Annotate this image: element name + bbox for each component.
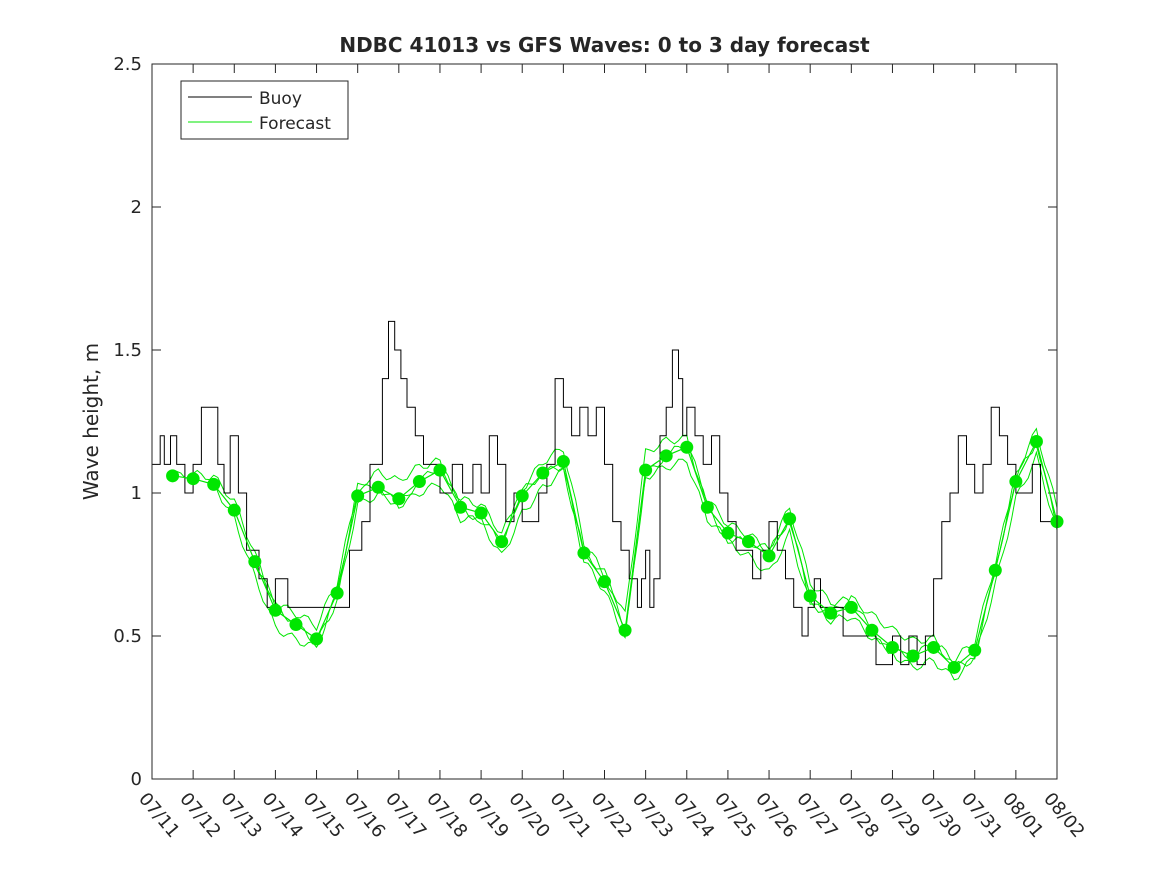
buoy-line [152, 320, 1057, 666]
forecast-point [824, 606, 838, 620]
forecast-point [968, 643, 982, 657]
forecast-point [721, 526, 735, 540]
forecast-point [495, 535, 509, 549]
legend-label-forecast: Forecast [259, 114, 331, 134]
forecast-point [865, 623, 879, 637]
forecast-run-line [624, 458, 749, 631]
forecast-point [1009, 475, 1023, 489]
forecast-point [577, 546, 591, 560]
forecast-point [515, 489, 529, 503]
chart-title: NDBC 41013 vs GFS Waves: 0 to 3 day fore… [339, 33, 870, 57]
forecast-run-line [953, 450, 1058, 667]
forecast-point [351, 489, 365, 503]
forecast-point [741, 535, 755, 549]
forecast-run-line [336, 457, 461, 590]
forecast-point [988, 563, 1002, 577]
y-tick-label: 1 [131, 483, 142, 504]
plot-frame [151, 63, 1058, 780]
forecast-point [536, 466, 550, 480]
forecast-point [762, 549, 776, 563]
forecast-point [227, 503, 241, 517]
forecast-point [310, 632, 324, 646]
legend-box [180, 80, 349, 140]
forecast-point [927, 640, 941, 654]
forecast-point [885, 640, 899, 654]
forecast-point [454, 500, 468, 514]
forecast-point [700, 500, 714, 514]
forecast-point [659, 449, 673, 463]
forecast-point [433, 463, 447, 477]
y-axis-label: Wave height, m [79, 343, 103, 500]
forecast-point [1029, 435, 1043, 449]
forecast-point [680, 440, 694, 454]
y-tick-label: 2.5 [113, 54, 142, 75]
forecast-point [268, 603, 282, 617]
forecast-point [248, 555, 262, 569]
y-tick-label: 2 [131, 197, 142, 218]
forecast-point [330, 586, 344, 600]
forecast-point [166, 469, 180, 483]
forecast-point [371, 480, 385, 494]
legend-label-buoy: Buoy [259, 89, 302, 109]
forecast-point [947, 660, 961, 674]
y-tick-label: 0 [131, 769, 142, 790]
forecast-point [598, 575, 611, 589]
legend: Buoy Forecast [180, 80, 349, 140]
forecast-point [803, 589, 817, 603]
forecast-point [844, 600, 858, 614]
forecast-point [207, 477, 221, 491]
forecast-point [556, 455, 570, 469]
forecast-point [783, 512, 797, 526]
forecast-point [906, 649, 920, 663]
forecast-point [392, 492, 406, 506]
forecast-point [289, 618, 303, 632]
forecast-point [618, 623, 632, 637]
y-tick-label: 1.5 [113, 340, 142, 361]
forecast-point [186, 472, 200, 486]
forecast-point [639, 463, 653, 477]
y-tick-label: 0.5 [113, 626, 142, 647]
forecast-markers [166, 435, 1064, 674]
forecast-point [474, 506, 488, 520]
forecast-point [412, 475, 426, 489]
